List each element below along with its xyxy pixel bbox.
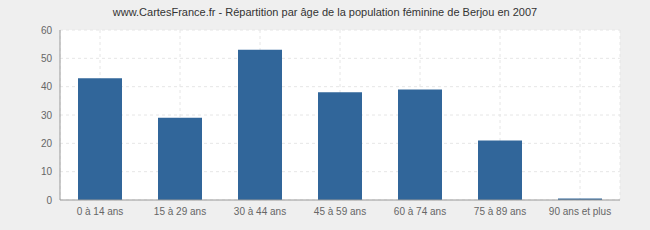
svg-text:0 à 14 ans: 0 à 14 ans [77, 206, 124, 217]
svg-text:30 à 44 ans: 30 à 44 ans [234, 206, 286, 217]
html-text:www.CartesFrance.fr - Répartit: www.CartesFrance.fr - Répartition par âg… [112, 6, 538, 18]
svg-text:50: 50 [41, 53, 53, 64]
svg-text:45 à 59 ans: 45 à 59 ans [314, 206, 366, 217]
svg-text:15 à 29 ans: 15 à 29 ans [154, 206, 206, 217]
svg-text:20: 20 [41, 138, 53, 149]
svg-text:75 à 89 ans: 75 à 89 ans [474, 206, 526, 217]
svg-text:60: 60 [41, 25, 53, 36]
svg-text:40: 40 [41, 81, 53, 92]
svg-text:10: 10 [41, 166, 53, 177]
svg-text:90 ans et plus: 90 ans et plus [549, 206, 611, 217]
svg-text:60 à 74 ans: 60 à 74 ans [394, 206, 446, 217]
svg-text:0: 0 [46, 195, 52, 206]
svg-text:30: 30 [41, 110, 53, 121]
